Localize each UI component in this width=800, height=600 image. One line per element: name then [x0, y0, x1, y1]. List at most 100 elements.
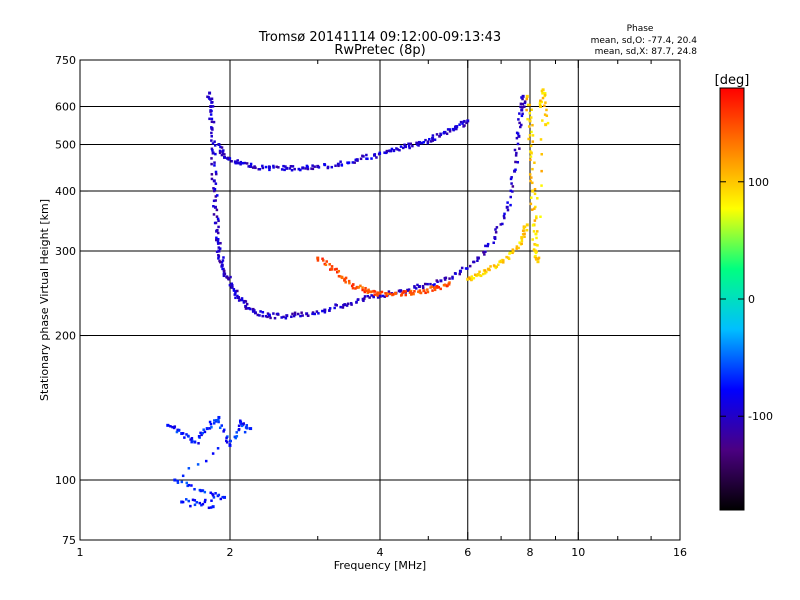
scatter-point [543, 93, 547, 97]
scatter-point [523, 101, 527, 105]
scatter-point [443, 130, 447, 134]
scatter-point [501, 222, 504, 226]
scatter-point [366, 157, 369, 161]
scatter-point [209, 113, 213, 116]
scatter-point [394, 292, 397, 296]
stats-line-o: mean, sd,O: -77.4, 20.4 [591, 36, 698, 46]
scatter-point [321, 257, 324, 261]
scatter-point [363, 289, 366, 292]
scatter-point [217, 249, 221, 253]
scatter-point [249, 427, 253, 431]
scatter-point [472, 260, 476, 264]
scatter-point [215, 229, 219, 233]
scatter-point [428, 137, 431, 141]
scatter-point [210, 425, 213, 429]
scatter-point [364, 286, 367, 290]
scatter-point [290, 168, 294, 172]
scatter-point [431, 139, 435, 142]
scatter-point [201, 489, 205, 492]
scatter-point [506, 208, 510, 212]
scatter-point [367, 290, 371, 294]
scatter-point [200, 503, 203, 507]
scatter-point [232, 288, 236, 291]
scatter-point [245, 426, 249, 430]
scatter-point [276, 312, 280, 316]
scatter-point [313, 312, 316, 316]
scatter-point [385, 294, 388, 298]
scatter-point [486, 244, 489, 248]
y-tick-label: 400 [55, 185, 76, 198]
scatter-point [538, 101, 542, 105]
scatter-point [219, 497, 223, 501]
scatter-point [423, 282, 427, 286]
scatter-point [230, 282, 234, 286]
colorbar-tick-label: -100 [748, 410, 773, 423]
scatter-point [400, 293, 404, 296]
scatter-point [373, 153, 377, 157]
scatter-point [296, 312, 300, 316]
scatter-point [528, 134, 532, 137]
x-tick-label: 16 [673, 546, 687, 559]
scatter-point [216, 237, 220, 241]
scatter-point [426, 141, 430, 145]
scatter-point [335, 267, 338, 271]
scatter-point [202, 428, 205, 431]
scatter-point [261, 314, 264, 318]
scatter-point [328, 309, 331, 312]
scatter-point [326, 165, 330, 169]
scatter-point [431, 134, 435, 137]
scatter-point [445, 132, 449, 136]
scatter-point [275, 165, 278, 169]
scatter-point [209, 422, 213, 426]
scatter-point [217, 255, 221, 258]
scatter-point [540, 100, 543, 104]
scatter-point [429, 282, 432, 286]
scatter-point [208, 420, 212, 424]
scatter-point [417, 140, 421, 144]
scatter-point [214, 172, 218, 176]
scatter-point [429, 140, 433, 143]
scatter-point [173, 478, 177, 482]
scatter-point [452, 128, 455, 132]
scatter-point [464, 267, 468, 270]
scatter-point [526, 117, 529, 121]
scatter-point [476, 259, 479, 262]
scatter-point [288, 167, 292, 170]
scatter-point [350, 284, 354, 288]
scatter-point [345, 304, 349, 307]
scatter-point [185, 433, 188, 436]
scatter-point [529, 202, 533, 206]
scatter-point [212, 120, 216, 124]
scatter-point [328, 263, 331, 266]
scatter-point [417, 285, 421, 289]
scatter-point [246, 307, 250, 310]
scatter-point [241, 161, 245, 165]
scatter-point [466, 277, 470, 281]
scatter-point [328, 307, 332, 310]
scatter-point [363, 297, 366, 300]
scatter-point [528, 111, 532, 115]
scatter-point [181, 474, 185, 478]
scatter-point [520, 239, 524, 243]
scatter-point [237, 428, 241, 431]
scatter-point [222, 269, 226, 273]
scatter-point [191, 498, 195, 502]
scatter-point [477, 256, 480, 260]
scatter-point [193, 440, 197, 444]
scatter-point [340, 275, 344, 279]
scatter-point [370, 157, 373, 160]
scatter-point [519, 125, 522, 129]
scatter-point [301, 314, 304, 317]
scatter-point [211, 492, 214, 496]
scatter-point [523, 105, 526, 108]
scatter-point [422, 140, 426, 144]
scatter-point [473, 273, 477, 277]
scatter-point [209, 109, 212, 112]
scatter-point [211, 151, 215, 155]
scatter-point [234, 292, 237, 295]
scatter-point [273, 316, 277, 320]
scatter-point [350, 303, 353, 306]
scatter-point [239, 420, 243, 424]
scatter-point [540, 152, 543, 156]
scatter-point [363, 290, 367, 294]
